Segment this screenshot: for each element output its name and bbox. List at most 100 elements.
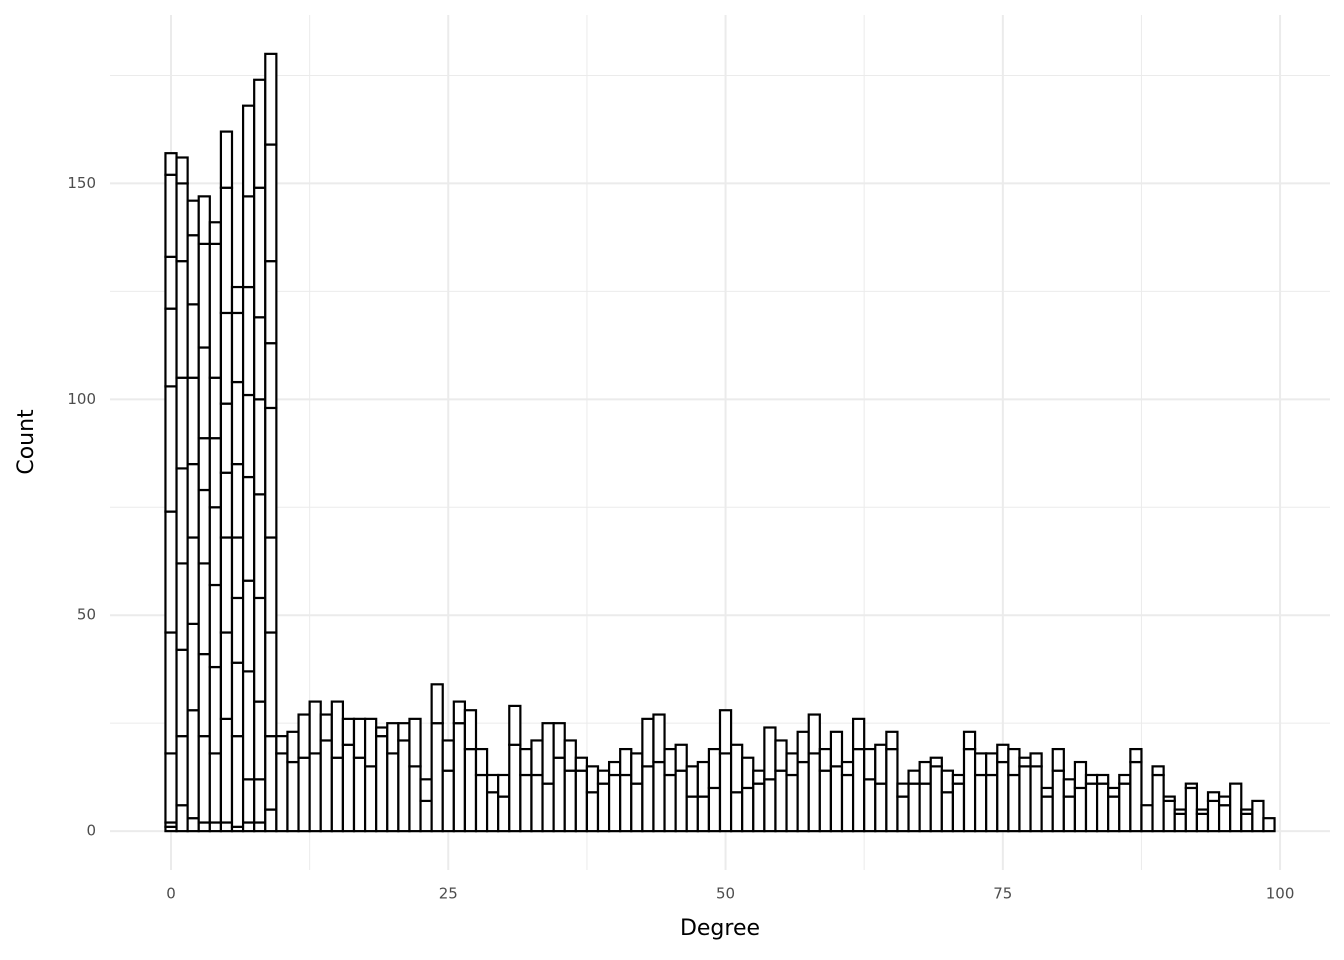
histogram-segment [1051, 747, 1065, 772]
histogram-segment [186, 199, 200, 237]
histogram-segment [1062, 795, 1077, 833]
histogram-segment [1084, 773, 1099, 785]
histogram-segment [918, 760, 932, 785]
histogram-segment [552, 722, 566, 759]
histogram-segment [541, 722, 555, 785]
histogram-segment [1018, 765, 1032, 833]
histogram-segment [1195, 808, 1210, 815]
histogram-segment [330, 756, 345, 833]
histogram-segment [164, 385, 178, 513]
histogram-segment [1184, 786, 1199, 833]
histogram-segment [430, 683, 444, 725]
histogram-segment [1018, 756, 1032, 768]
histogram-segment [896, 782, 910, 798]
histogram-segment [818, 747, 833, 772]
histogram-segment [674, 743, 688, 772]
histogram-segment [253, 398, 267, 496]
histogram-segment [175, 467, 189, 565]
histogram-segment [275, 752, 289, 833]
histogram-segment [596, 769, 611, 785]
histogram-segment [663, 747, 677, 777]
histogram-segment [253, 493, 267, 600]
histogram-segment [1206, 791, 1221, 803]
histogram-segment [1107, 786, 1121, 798]
x-tick-label: 0 [166, 885, 176, 903]
histogram-segment [729, 791, 744, 833]
histogram-segment [230, 661, 245, 738]
histogram-segment [1073, 786, 1088, 833]
histogram-segment [208, 242, 223, 379]
x-tick-label: 100 [1266, 885, 1295, 903]
histogram-segment [951, 773, 966, 785]
histogram-segment [929, 756, 943, 768]
histogram-segment [208, 665, 223, 755]
histogram-segment [241, 195, 256, 289]
histogram-segment [774, 769, 788, 833]
histogram-segment [1029, 752, 1043, 768]
y-tick-label: 150 [67, 174, 96, 192]
histogram-segment [352, 717, 367, 759]
histogram-segment [541, 782, 555, 833]
histogram-segment [175, 182, 189, 263]
histogram-segment [175, 735, 189, 807]
histogram-segment [253, 78, 267, 189]
histogram-segment [241, 285, 256, 397]
histogram-segment [219, 402, 234, 474]
histogram-segment [1217, 795, 1232, 807]
histogram-segment [219, 821, 234, 833]
histogram-segment [164, 510, 178, 634]
histogram-segment [962, 747, 977, 833]
histogram-segment [308, 700, 322, 755]
histogram-segment [530, 739, 544, 777]
histogram-segment [763, 726, 777, 781]
histogram-segment [918, 782, 932, 833]
histogram-segment [308, 752, 322, 833]
histogram-segment [219, 471, 234, 539]
histogram-segment [996, 743, 1010, 764]
histogram-segment [685, 795, 699, 833]
histogram-segment [485, 773, 500, 794]
histogram-segment [230, 285, 245, 315]
histogram-segment [230, 311, 245, 384]
histogram-segment [208, 221, 223, 245]
histogram-segment [197, 488, 211, 565]
histogram-segment [164, 752, 178, 824]
histogram-segment [197, 437, 211, 492]
histogram-segment [264, 406, 278, 539]
histogram-segment [497, 773, 511, 798]
histogram-segment [186, 709, 200, 820]
histogram-segment [408, 765, 422, 833]
histogram-segment [1240, 808, 1254, 815]
histogram-segment [474, 747, 489, 777]
histogram-segment [508, 704, 522, 746]
histogram-segment [851, 717, 866, 751]
histogram-segment [1140, 804, 1154, 833]
histogram-segment [197, 242, 211, 349]
histogram-segment [1095, 782, 1110, 833]
histogram-segment [1151, 765, 1165, 777]
histogram-segment [241, 579, 256, 673]
histogram-segment [219, 186, 234, 315]
histogram-segment [1217, 804, 1232, 833]
histogram-segment [530, 773, 544, 833]
histogram-segment [164, 255, 178, 310]
histogram-segment [896, 795, 910, 833]
histogram-segment [973, 752, 988, 777]
x-tick-label: 75 [993, 885, 1012, 903]
histogram-segment [186, 376, 200, 466]
histogram-segment [1206, 799, 1221, 833]
histogram-segment [519, 747, 533, 777]
x-tick-label: 25 [439, 885, 458, 903]
histogram-segment [297, 756, 311, 833]
histogram-segment [996, 760, 1010, 833]
histogram-segment [807, 752, 821, 833]
histogram-segment [973, 773, 988, 833]
histogram-segment [940, 769, 955, 794]
histogram-segment [785, 773, 799, 833]
y-tick-label: 50 [77, 606, 96, 624]
histogram-segment [641, 717, 655, 768]
histogram-segment [1007, 773, 1021, 833]
histogram-segment [352, 756, 367, 833]
histogram-segment [264, 631, 278, 738]
